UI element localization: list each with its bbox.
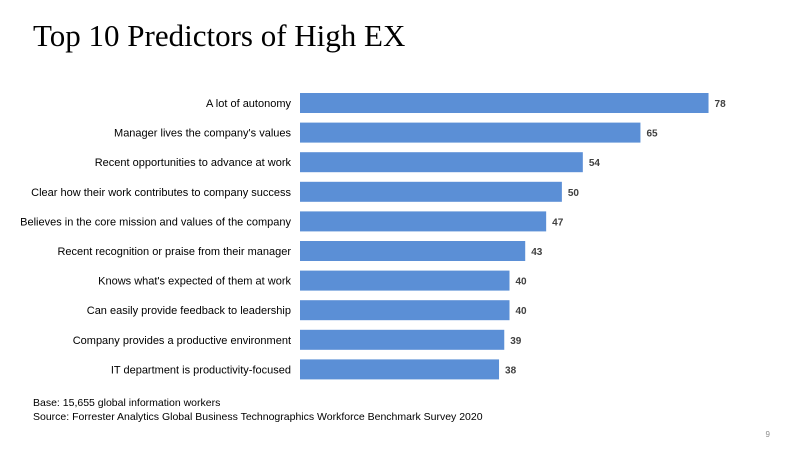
value-label-6: 43: [531, 247, 543, 258]
bar-5: [300, 211, 547, 232]
value-label-4: 50: [568, 188, 580, 199]
source-note: Source: Forrester Analytics Global Busin…: [33, 411, 483, 423]
category-label-5: Believes in the core mission and values …: [20, 216, 291, 228]
value-label-10: 38: [505, 365, 517, 376]
category-label-7: Knows what's expected of them at work: [98, 276, 291, 288]
value-label-7: 40: [516, 277, 528, 288]
bar-9: [300, 329, 505, 350]
bar-7: [300, 270, 510, 291]
category-label-4: Clear how their work contributes to comp…: [31, 187, 291, 199]
category-label-8: Can easily provide feedback to leadershi…: [87, 305, 291, 317]
footnote: Base: 15,655 global information workers …: [33, 396, 483, 424]
value-label-9: 39: [510, 336, 522, 347]
page-number: 9: [765, 430, 770, 439]
slide-title: Top 10 Predictors of High EX: [33, 18, 406, 53]
bar-4: [300, 181, 562, 202]
value-label-2: 65: [646, 129, 658, 140]
bar-10: [300, 359, 500, 380]
bar-2: [300, 122, 641, 143]
category-label-6: Recent recognition or praise from their …: [57, 246, 291, 258]
category-label-9: Company provides a productive environmen…: [73, 335, 291, 347]
bar-1: [300, 93, 709, 113]
bar-6: [300, 241, 526, 261]
category-label-2: Manager lives the company's values: [114, 128, 291, 140]
value-label-5: 47: [552, 217, 564, 228]
bar-8: [300, 300, 510, 321]
base-note: Base: 15,655 global information workers: [33, 397, 221, 409]
bar-3: [300, 152, 583, 173]
category-label-1: A lot of autonomy: [206, 98, 291, 110]
value-label-8: 40: [516, 306, 528, 317]
category-label-10: IT department is productivity-focused: [111, 364, 291, 376]
value-label-1: 78: [715, 99, 727, 110]
category-label-3: Recent opportunities to advance at work: [95, 157, 292, 169]
value-label-3: 54: [589, 158, 601, 169]
